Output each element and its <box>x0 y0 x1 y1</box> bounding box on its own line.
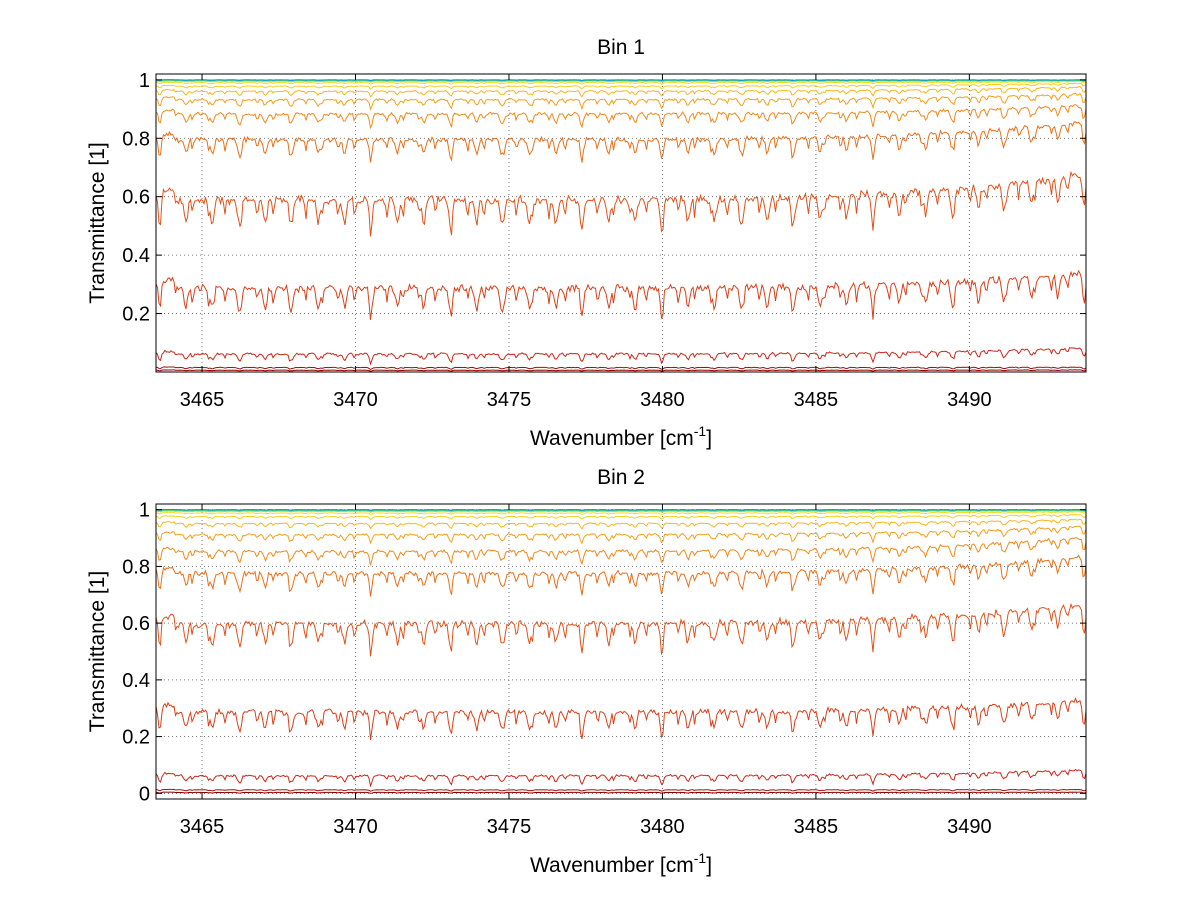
series-line-curve-9 <box>155 86 1087 98</box>
x-tick-label: 3490 <box>947 816 992 838</box>
series-line-curve-10 <box>155 82 1087 90</box>
x-tick-label: 3485 <box>794 389 839 411</box>
series-line-curve-12 <box>155 510 1087 513</box>
series-line-curve-15 <box>155 79 1087 81</box>
series-line-curve-11 <box>155 511 1087 515</box>
axes-frame <box>155 73 1087 373</box>
subplot-1: 3465 3470 3475 3480 3485 3490 0.2 0.4 0.6 0.8 1 Bin… <box>86 36 1087 450</box>
series-line-curve-7 <box>155 104 1087 130</box>
y-tick-label: 0 <box>139 783 150 805</box>
series-line-curve-10 <box>155 513 1087 521</box>
series-line-curve-4 <box>155 269 1087 320</box>
series-line-curve-7 <box>155 537 1087 566</box>
x-tick-label: 3475 <box>487 816 532 838</box>
plot-area <box>156 504 1086 799</box>
axes-frame <box>155 503 1087 800</box>
y-tick-label: 0.6 <box>122 187 150 209</box>
series-line-curve-3 <box>155 347 1087 366</box>
x-tick-label: 3465 <box>180 816 225 838</box>
y-tick-label: 0.4 <box>122 670 150 692</box>
y-tick-label: 1 <box>139 70 150 92</box>
subplot-2: 3465 3470 3475 3480 3485 3490 0 0.2 0.4 0.6 0.8 1 Bi… <box>86 466 1087 877</box>
y-tick-label: 0.8 <box>122 556 150 578</box>
y-tick-label: 0.8 <box>122 128 150 150</box>
chart-title: Bin 1 <box>597 36 645 59</box>
series-line-curve-4 <box>155 696 1087 740</box>
x-tick-label: 3490 <box>947 389 992 411</box>
series-line-curve-2 <box>155 366 1087 371</box>
series-line-curve-11 <box>155 80 1087 85</box>
y-axis-label: Transmittance [1] <box>86 571 109 732</box>
series-line-curve-8 <box>155 92 1087 111</box>
series-line-curve-12 <box>155 80 1087 83</box>
series-line-curve-1 <box>155 791 1087 794</box>
y-tick-label: 1 <box>139 500 150 522</box>
x-tick-label: 3480 <box>640 389 685 411</box>
x-tick-label: 3470 <box>333 389 378 411</box>
series-line-curve-6 <box>155 554 1087 597</box>
series-line-curve-9 <box>155 518 1087 530</box>
series-line-curve-8 <box>155 525 1087 545</box>
y-tick-label: 0.6 <box>122 613 150 635</box>
series-line-curve-5 <box>155 602 1087 657</box>
plot-area <box>156 74 1086 372</box>
y-tick-label: 0.2 <box>122 304 150 326</box>
y-tick-label: 0.4 <box>122 245 150 267</box>
x-axis-label: Wavenumber [cm-1] <box>530 423 712 450</box>
series-line-curve-1 <box>155 369 1087 372</box>
series-line-curve-6 <box>155 121 1087 163</box>
chart-title: Bin 2 <box>597 466 645 489</box>
series-line-curve-3 <box>155 768 1087 788</box>
x-tick-label: 3480 <box>640 816 685 838</box>
y-axis-label: Transmittance [1] <box>86 142 109 303</box>
x-tick-label: 3475 <box>487 389 532 411</box>
x-axis-label: Wavenumber [cm-1] <box>530 850 712 877</box>
x-tick-label: 3470 <box>333 816 378 838</box>
series-line-curve-2 <box>155 788 1087 792</box>
x-tick-label: 3465 <box>180 389 225 411</box>
y-tick-label: 0.2 <box>122 727 150 749</box>
series-line-curve-5 <box>155 170 1087 237</box>
x-tick-label: 3485 <box>794 816 839 838</box>
series-line-curve-15 <box>155 508 1087 511</box>
